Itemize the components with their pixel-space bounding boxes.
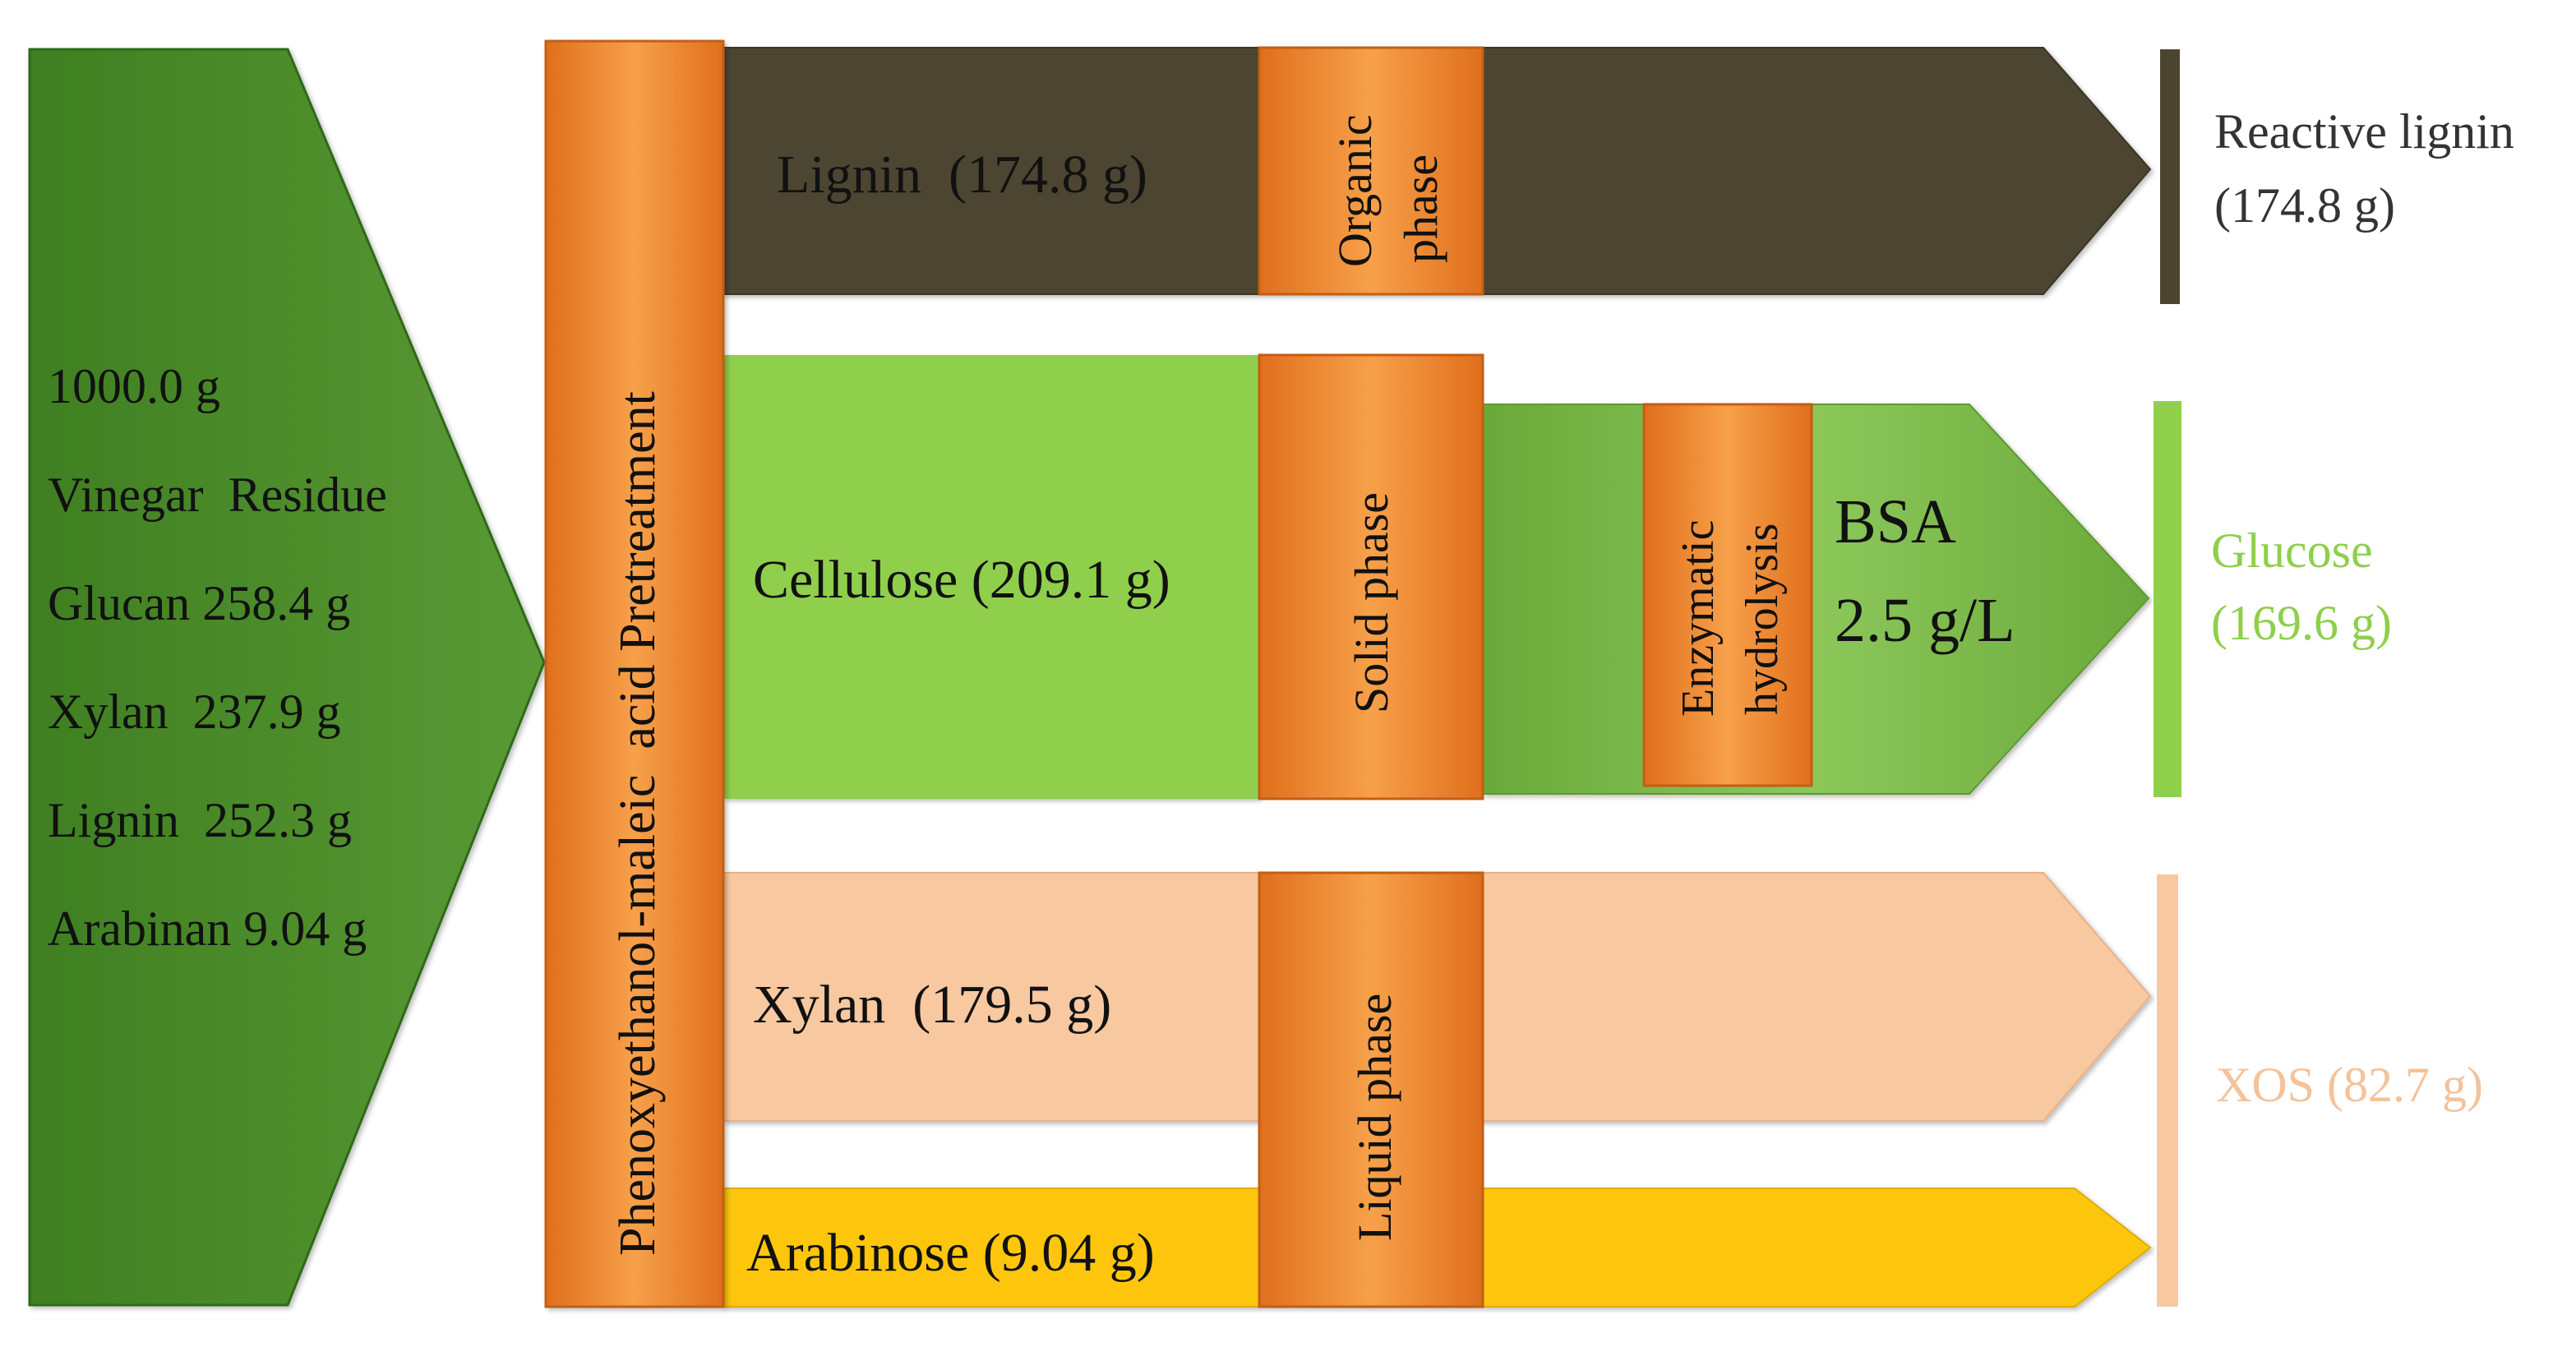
reactive-lignin-amount: (174.8 g) bbox=[2214, 178, 2395, 233]
glucose-product-bar bbox=[2154, 401, 2181, 797]
pretreatment-label: Phenoxyethanol-maleic acid Pretreatment bbox=[610, 391, 666, 1256]
feedstock-name: Vinegar Residue bbox=[48, 468, 387, 522]
pretreatment-bar bbox=[544, 39, 725, 1308]
liquid-phase-box bbox=[1258, 871, 1484, 1308]
reactive-lignin-label: Reactive lignin bbox=[2214, 104, 2514, 159]
xos-label: XOS (82.7 g) bbox=[2216, 1058, 2483, 1112]
organic-phase-box bbox=[1258, 46, 1484, 296]
bsa-label: BSA bbox=[1835, 487, 1956, 556]
arabinose-stream-label: Arabinose (9.04 g) bbox=[746, 1223, 1155, 1283]
solid-phase-label: Solid phase bbox=[1345, 492, 1398, 713]
feedstock-glucan: Glucan 258.4 g bbox=[48, 576, 350, 630]
feedstock-total: 1000.0 g bbox=[48, 359, 220, 413]
organic-phase-label-line2: phase bbox=[1394, 155, 1447, 263]
feedstock-chevron bbox=[28, 48, 546, 1307]
bsa-concentration: 2.5 g/L bbox=[1835, 586, 2015, 655]
lignin-stream-label: Lignin (174.8 g) bbox=[777, 145, 1147, 205]
lignin-product-bar bbox=[2160, 49, 2180, 304]
xylan-stream-label: Xylan (179.5 g) bbox=[753, 975, 1111, 1035]
feedstock-xylan: Xylan 237.9 g bbox=[48, 685, 341, 739]
solid-phase-box bbox=[1258, 353, 1484, 800]
xos-product-bar bbox=[2157, 874, 2178, 1307]
liquid-phase-label: Liquid phase bbox=[1348, 994, 1401, 1241]
enzymatic-label-line1: Enzymatic bbox=[1673, 520, 1724, 717]
cellulose-stream-block bbox=[723, 355, 1259, 799]
feedstock-arabinan: Arabinan 9.04 g bbox=[48, 902, 367, 956]
feedstock-lignin: Lignin 252.3 g bbox=[48, 793, 352, 847]
enzymatic-label-line2: hydrolysis bbox=[1737, 523, 1788, 715]
glucose-label: Glucose bbox=[2211, 523, 2373, 578]
organic-phase-label-line1: Organic bbox=[1328, 114, 1382, 267]
cellulose-hydrolysis-arrow bbox=[1482, 404, 2150, 795]
glucose-amount: (169.6 g) bbox=[2211, 596, 2392, 650]
enzymatic-hydrolysis-box bbox=[1642, 403, 1813, 787]
cellulose-stream-label: Cellulose (209.1 g) bbox=[753, 550, 1170, 610]
